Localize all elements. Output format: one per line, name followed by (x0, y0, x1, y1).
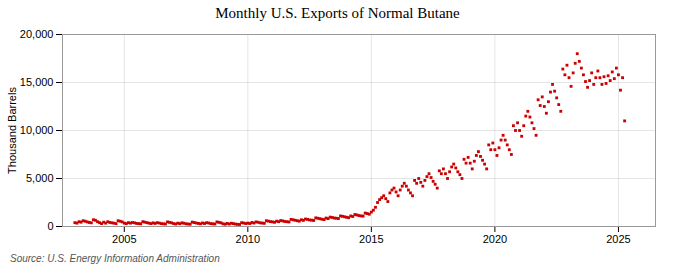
html-text:Monthly U.S. Exports of Normal: Monthly U.S. Exports of Normal Butane (215, 5, 460, 21)
svg-text:2020: 2020 (483, 233, 507, 245)
svg-text:Thousand Barrels: Thousand Barrels (6, 87, 18, 174)
svg-text:0: 0 (47, 220, 53, 232)
svg-text:2005: 2005 (112, 233, 136, 245)
svg-text:2025: 2025 (606, 233, 630, 245)
svg-text:2015: 2015 (359, 233, 383, 245)
svg-text:10,000: 10,000 (20, 124, 54, 136)
svg-text:5,000: 5,000 (26, 172, 54, 184)
svg-text:15,000: 15,000 (20, 76, 54, 88)
html-text:Source: U.S. Energy Informatio: Source: U.S. Energy Information Administ… (10, 253, 220, 264)
svg-text:2010: 2010 (236, 233, 260, 245)
svg-text:20,000: 20,000 (20, 28, 54, 40)
